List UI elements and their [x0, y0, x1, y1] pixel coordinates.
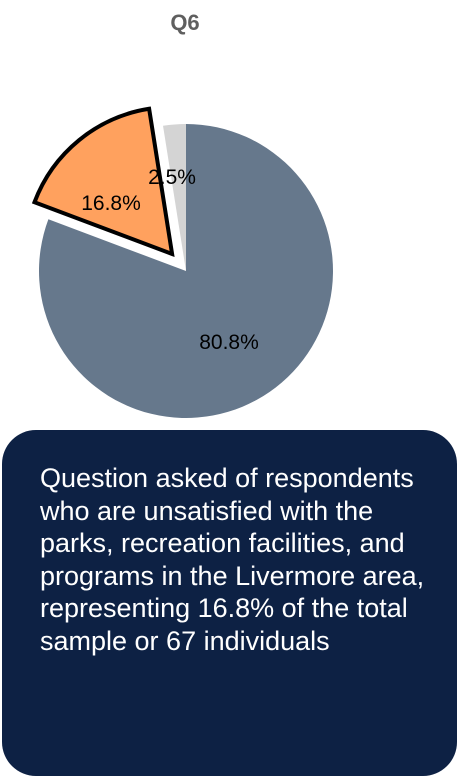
note-text: Question asked of respondents who are un… — [40, 463, 425, 656]
slice-label: 2.5% — [148, 166, 196, 189]
pie-slice — [38, 124, 333, 418]
pie-slice — [31, 106, 175, 258]
chart-title: Q6 — [170, 10, 200, 35]
note-box: Question asked of respondents who are un… — [2, 430, 457, 776]
pie-slice — [163, 124, 186, 271]
pie-chart: 80.8% 16.8% 2.5% — [31, 106, 333, 418]
slice-label: 80.8% — [199, 331, 259, 354]
slice-label: 16.8% — [81, 192, 141, 215]
